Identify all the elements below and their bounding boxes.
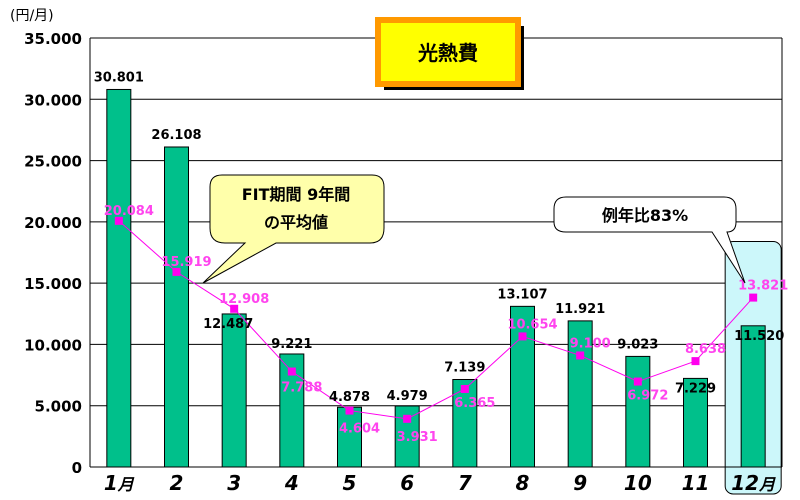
x-tick-label: 12月 — [731, 471, 776, 495]
bar-series — [106, 88, 766, 468]
average-value-label: 6.972 — [627, 389, 668, 404]
bar-value-label: 13.107 — [497, 287, 547, 302]
x-tick-label: 1月 — [104, 471, 135, 495]
average-value-label: 20.084 — [104, 204, 154, 219]
average-marker — [287, 367, 296, 376]
average-value-label: 9.100 — [570, 336, 611, 351]
bar-value-label: 4.878 — [329, 390, 370, 405]
average-marker — [691, 357, 700, 366]
average-value-label: 4.604 — [339, 422, 380, 437]
y-tick-label: 0 — [72, 459, 82, 477]
x-tick-label: 7 — [458, 471, 472, 495]
bar — [106, 88, 132, 468]
average-value-label: 15.919 — [161, 255, 211, 270]
average-marker — [749, 293, 758, 302]
bar-value-label: 30.801 — [94, 70, 144, 85]
y-tick-label: 25.000 — [24, 153, 82, 171]
y-tick-label: 15.000 — [24, 275, 82, 293]
chart-title: 光熱費 — [417, 41, 478, 65]
bar-value-label: 4.979 — [387, 389, 428, 404]
fit-average-callout: FIT期間 9年間 の平均値 — [202, 174, 385, 284]
bar-value-label: 11.921 — [555, 302, 605, 317]
bar — [221, 313, 247, 468]
fit-callout-bubble — [202, 174, 385, 284]
average-marker — [345, 406, 354, 415]
x-tick-label: 3 — [227, 471, 241, 495]
average-marker — [403, 414, 412, 423]
bar-value-label: 7.139 — [444, 360, 485, 375]
average-value-label: 13.821 — [738, 279, 788, 294]
bar — [567, 320, 593, 468]
average-value-label: 12.908 — [219, 292, 269, 307]
average-marker — [633, 377, 642, 386]
average-value-label: 7.788 — [281, 381, 322, 396]
y-tick-label: 5.000 — [35, 398, 82, 416]
bar — [337, 406, 362, 468]
average-marker — [576, 351, 585, 360]
x-tick-label: 5 — [343, 471, 357, 495]
x-tick-label: 9 — [573, 471, 587, 495]
bar-value-label: 11.520 — [734, 329, 784, 344]
x-tick-label: 6 — [400, 471, 414, 495]
average-value-label: 3.931 — [397, 430, 438, 445]
average-marker — [172, 267, 181, 276]
x-tick-label: 10 — [624, 471, 652, 495]
y-tick-label: 35.000 — [24, 30, 82, 48]
x-tick-label: 8 — [516, 471, 530, 495]
x-tick-label: 2 — [170, 471, 184, 495]
fit-callout-line1: FIT期間 9年間 — [242, 185, 351, 204]
bar — [740, 325, 766, 468]
axes: 0 5.000 10.000 15.000 20.000 25.000 30.000 35.0… — [24, 30, 783, 495]
average-marker — [518, 332, 527, 341]
average-value-label: 8.638 — [685, 342, 726, 357]
y-tick-label: 10.000 — [24, 336, 82, 354]
bar — [164, 146, 189, 468]
average-line — [118, 220, 754, 420]
y-tick-label: 20.000 — [24, 214, 82, 232]
title-box-frame — [375, 17, 521, 87]
ratio-callout-bubble — [553, 196, 746, 284]
average-value-label: 6.365 — [454, 396, 495, 411]
title-box: 光熱費 — [375, 17, 524, 90]
bar-value-label: 12.487 — [203, 317, 253, 332]
bar-value-label: 9.221 — [271, 337, 312, 352]
data-labels: 30.801 26.108 12.487 9.221 4.878 4.979 7.139 13… — [94, 70, 789, 444]
x-tick-label: 4 — [284, 471, 299, 495]
average-marker — [460, 384, 469, 393]
bar — [625, 355, 651, 468]
bar — [683, 377, 708, 468]
average-series — [114, 216, 758, 423]
average-marker — [230, 304, 239, 313]
bar-value-label: 9.023 — [617, 337, 658, 352]
unit-label: (円/月) — [10, 8, 54, 24]
fit-callout-line2: の平均値 — [264, 213, 328, 232]
ratio-callout: 例年比83% — [553, 196, 746, 284]
bar-value-label: 7.229 — [675, 381, 716, 396]
y-tick-label: 30.000 — [24, 91, 82, 109]
x-tick-label: 11 — [682, 471, 710, 495]
average-marker — [114, 216, 123, 225]
ratio-callout-text: 例年比83% — [602, 206, 688, 225]
average-value-label: 10.654 — [507, 317, 557, 332]
bar-value-label: 26.108 — [151, 128, 201, 143]
